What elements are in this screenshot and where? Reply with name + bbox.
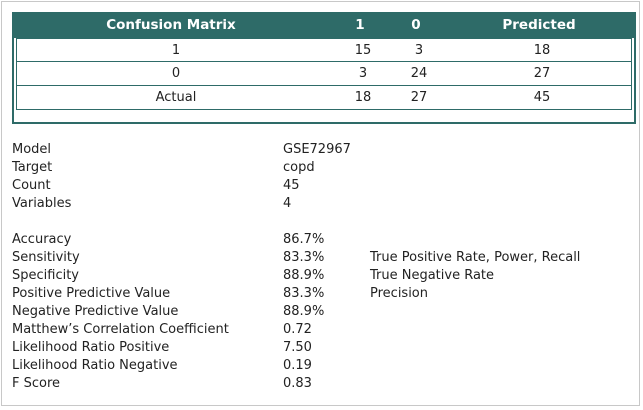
metric-row-ppv: Positive Predictive Value 83.3% Precisio…: [12, 285, 632, 303]
header-col-1: 1: [355, 17, 365, 33]
stat-label: Matthew’s Correlation Coefficient: [12, 322, 229, 337]
stat-value: GSE72967: [283, 142, 351, 157]
spacer: [12, 213, 632, 231]
stat-value: 4: [283, 196, 292, 211]
row-label: 0: [171, 66, 181, 81]
stat-label: Specificity: [12, 268, 79, 283]
stat-label: Positive Predictive Value: [12, 286, 171, 301]
table-row-totals: Actual 18 27 45: [16, 86, 632, 110]
confusion-matrix-body: 1 15 3 18 0 3 24 27 Actual 18 27 45: [12, 38, 636, 124]
stat-label: Sensitivity: [12, 250, 80, 265]
info-row-model: Model GSE72967: [12, 141, 632, 159]
table-cell: 24: [410, 66, 428, 81]
stat-value: 0.72: [283, 322, 312, 337]
metric-row-accuracy: Accuracy 86.7%: [12, 231, 632, 249]
metric-row-mcc: Matthew’s Correlation Coefficient 0.72: [12, 321, 632, 339]
grand-total: 45: [533, 90, 551, 105]
table-cell: 3: [358, 66, 368, 81]
stat-label: Negative Predictive Value: [12, 304, 179, 319]
metric-row-npv: Negative Predictive Value 88.9%: [12, 303, 632, 321]
stat-label: Likelihood Ratio Positive: [12, 340, 170, 355]
stat-value: 83.3%: [283, 286, 325, 301]
stat-value: 0.83: [283, 376, 312, 391]
stat-value: 0.19: [283, 358, 312, 373]
stat-value: 86.7%: [283, 232, 325, 247]
stat-value: 7.50: [283, 340, 312, 355]
row-total: 18: [533, 42, 551, 58]
metric-row-sensitivity: Sensitivity 83.3% True Positive Rate, Po…: [12, 249, 632, 267]
row-label: Actual: [155, 90, 197, 105]
row-total: 27: [533, 66, 551, 81]
stat-label: Count: [12, 178, 51, 193]
row-label: 1: [171, 42, 181, 58]
stat-label: Variables: [12, 196, 72, 211]
stat-note: Precision: [370, 286, 429, 301]
stats-list: Model GSE72967 Target copd Count 45 Vari…: [12, 141, 632, 393]
stat-label: Accuracy: [12, 232, 72, 247]
column-total: 18: [354, 90, 372, 105]
metric-row-f-score: F Score 0.83: [12, 375, 632, 393]
metric-row-lr-negative: Likelihood Ratio Negative 0.19: [12, 357, 632, 375]
confusion-matrix-header: Confusion Matrix 1 0 Predicted: [12, 12, 636, 38]
column-total: 27: [410, 90, 428, 105]
metric-row-lr-positive: Likelihood Ratio Positive 7.50: [12, 339, 632, 357]
metric-row-specificity: Specificity 88.9% True Negative Rate: [12, 267, 632, 285]
table-row: 0 3 24 27: [16, 62, 632, 86]
stat-value: 83.3%: [283, 250, 325, 265]
header-col-0: 0: [411, 17, 421, 33]
stat-note: True Negative Rate: [370, 268, 495, 283]
table-cell: 3: [414, 42, 424, 58]
stat-label: F Score: [12, 376, 61, 391]
stat-value: 45: [283, 178, 300, 193]
header-title: Confusion Matrix: [106, 17, 236, 33]
info-row-count: Count 45: [12, 177, 632, 195]
table-cell: 15: [354, 42, 372, 58]
stat-label: Likelihood Ratio Negative: [12, 358, 178, 373]
stat-label: Target: [12, 160, 53, 175]
confusion-matrix-table: Confusion Matrix 1 0 Predicted 1 15 3 18…: [12, 12, 636, 124]
stat-value: 88.9%: [283, 268, 325, 283]
stat-value: 88.9%: [283, 304, 325, 319]
info-row-target: Target copd: [12, 159, 632, 177]
table-row: 1 15 3 18: [16, 38, 632, 62]
info-row-variables: Variables 4: [12, 195, 632, 213]
stat-value: copd: [283, 160, 315, 175]
stat-label: Model: [12, 142, 52, 157]
stat-note: True Positive Rate, Power, Recall: [370, 250, 581, 265]
header-predicted: Predicted: [502, 17, 576, 33]
